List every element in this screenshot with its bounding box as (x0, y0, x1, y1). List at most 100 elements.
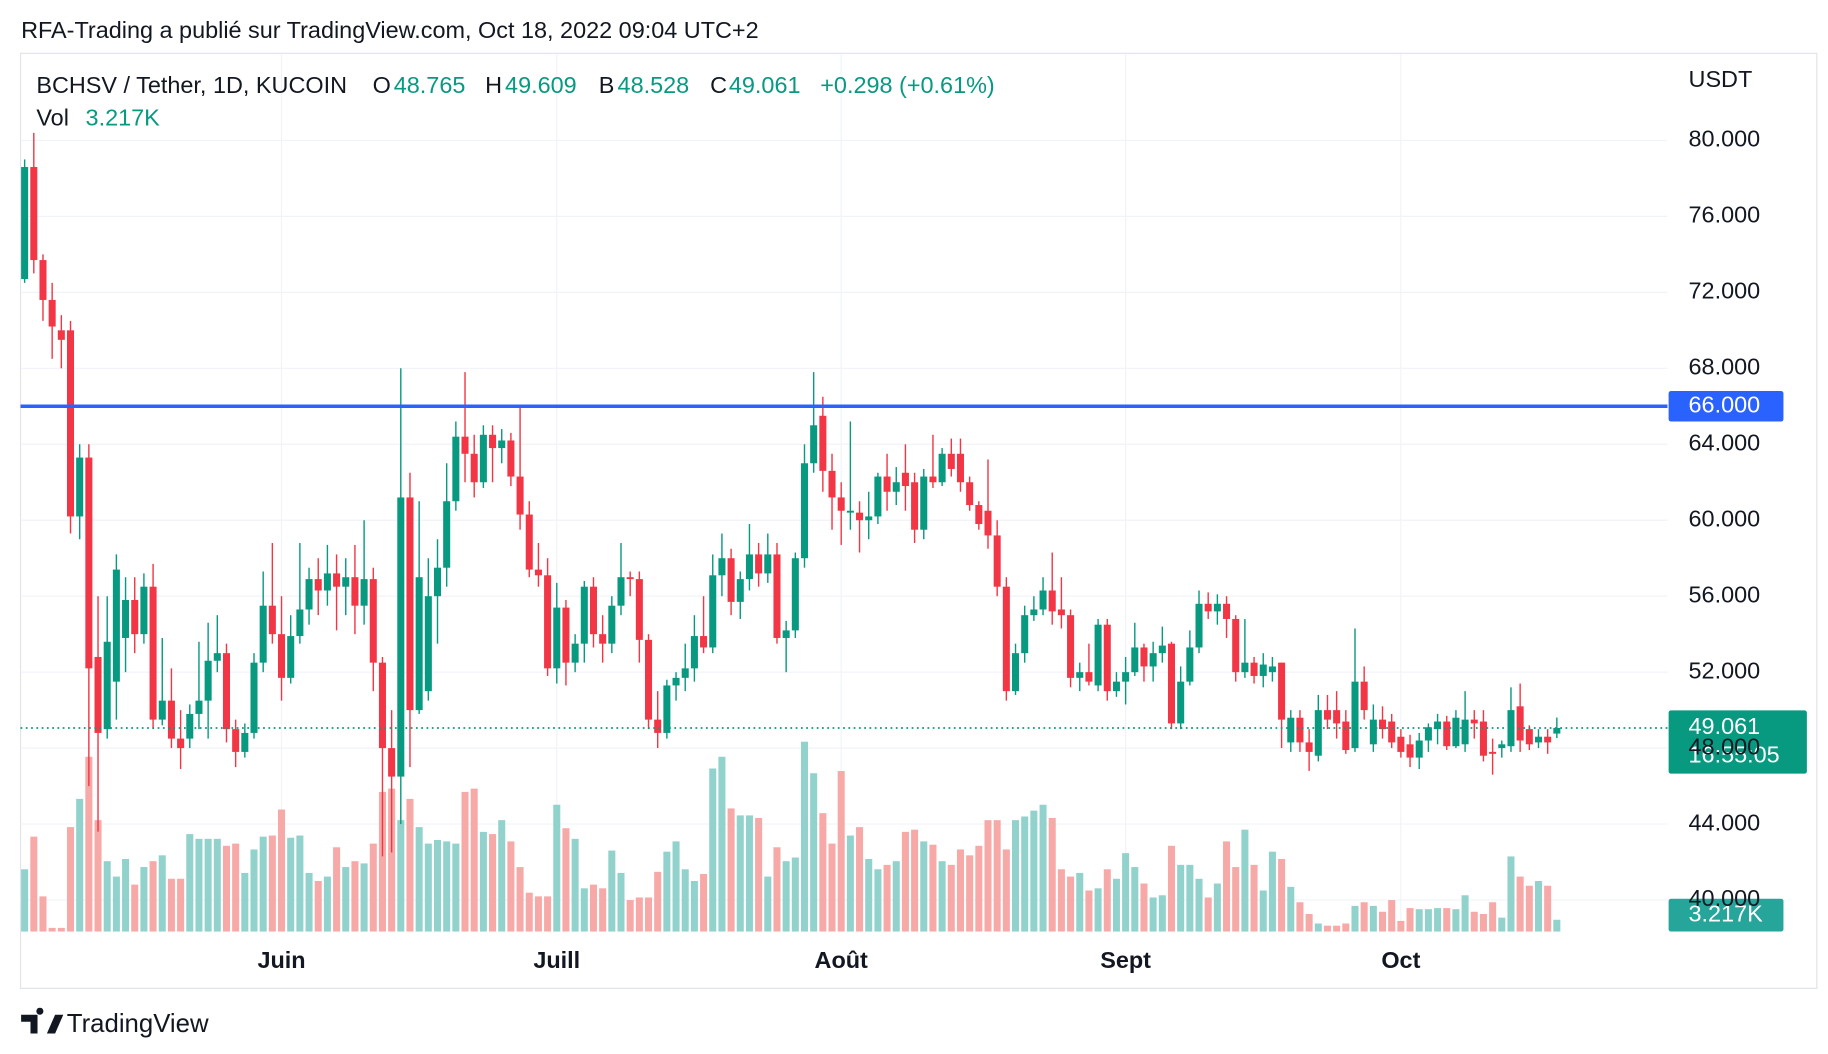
candle-body (782, 630, 790, 638)
candle-body (369, 579, 377, 663)
candle-body (645, 639, 653, 720)
candle-body (690, 636, 698, 669)
ohlc-label: B (599, 72, 615, 98)
candle-body (663, 685, 671, 733)
candle-body (911, 482, 919, 530)
candle-body (278, 634, 286, 678)
volume-bar (369, 843, 377, 932)
candle-body (1489, 751, 1497, 754)
volume-bar (323, 876, 331, 932)
volume-bar (140, 867, 148, 932)
candle-body (259, 605, 267, 663)
candle-body (681, 668, 689, 678)
volume-bar (333, 847, 341, 932)
volume-bar (1167, 845, 1176, 932)
candle-body (626, 577, 634, 580)
volume-bar (131, 884, 139, 932)
candle-body (112, 569, 120, 682)
candle-body (30, 167, 38, 261)
candle-body (177, 738, 185, 749)
candle-body (21, 167, 29, 280)
volume-bar (553, 804, 561, 932)
candle-body (1534, 736, 1543, 743)
candle-body (1204, 603, 1212, 612)
ohlc-label: C (710, 72, 727, 98)
volume-bar (773, 847, 781, 932)
candle-body (544, 575, 552, 669)
brand-name: TradingView (67, 1010, 209, 1038)
volume-bar (993, 820, 1001, 932)
candle-body (1406, 744, 1414, 758)
y-tick-label: 72.000 (1689, 278, 1761, 304)
candle-body (433, 567, 442, 597)
volume-bar (571, 838, 579, 932)
candle-body (1443, 721, 1451, 747)
volume-bar (1369, 905, 1377, 932)
volume-bar (883, 864, 891, 932)
volume-bar (782, 861, 790, 932)
candle-body (1351, 681, 1359, 749)
volume-bar (901, 831, 909, 932)
candle-body (929, 476, 937, 483)
candle-body (39, 260, 47, 300)
volume-bar (654, 871, 662, 932)
candle-body (516, 476, 524, 515)
volume-bar (232, 843, 240, 932)
candle-body (1314, 710, 1322, 756)
candle-body (727, 558, 735, 602)
candle-body (1140, 647, 1148, 667)
volume-bar (1498, 917, 1506, 932)
volume-bar (406, 798, 414, 932)
candle-body (1259, 664, 1267, 676)
candle-body (599, 634, 607, 644)
volume-bar (534, 896, 542, 932)
brand-logo (21, 1007, 64, 1034)
volume-bar (1149, 897, 1157, 932)
volume-bar (278, 809, 286, 932)
volume-bar (1048, 817, 1056, 932)
candle-body (1525, 729, 1533, 745)
last-price-box (1668, 710, 1807, 774)
candle-body (1250, 662, 1258, 676)
countdown: 16:55:05 (1689, 741, 1780, 767)
volume-bar (1296, 902, 1304, 932)
candle-body (1333, 710, 1341, 724)
candle-body (736, 579, 744, 602)
candle-body (617, 577, 625, 606)
x-tick-label: Oct (1381, 947, 1420, 973)
volume-bar (544, 896, 552, 932)
volume-bar (195, 838, 203, 932)
candle-body (443, 501, 451, 568)
candle-body (1507, 710, 1515, 747)
candle-body (1544, 736, 1552, 743)
volume-bar (57, 927, 65, 932)
volume-bar (1333, 925, 1341, 932)
volume-bar (39, 896, 47, 932)
candle-body (204, 660, 212, 701)
volume-bar (415, 827, 423, 932)
volume-bar (1177, 864, 1185, 932)
candle-body (1360, 681, 1368, 711)
volume-bar (122, 858, 130, 932)
candle-body (314, 579, 322, 591)
volume-bar (911, 829, 919, 932)
candle-body (498, 440, 506, 449)
candle-body (1232, 618, 1240, 673)
candle-body (213, 653, 221, 661)
volume-bar (1424, 909, 1432, 932)
candle-body (901, 472, 909, 487)
x-tick-label: Août (815, 947, 869, 973)
candle-body (865, 516, 873, 521)
candle-body (222, 653, 230, 730)
volume-bar (66, 827, 75, 932)
volume-bar (1534, 880, 1543, 932)
grid (20, 53, 1668, 932)
volume-bar (1489, 902, 1497, 932)
volume-bar (85, 756, 93, 932)
y-tick-label: 44.000 (1689, 809, 1761, 835)
candle-body (1149, 653, 1157, 667)
y-tick-label: 68.000 (1689, 353, 1761, 379)
volume-bar (1434, 908, 1442, 932)
volume-bar (837, 771, 845, 932)
candle-body (186, 713, 194, 739)
